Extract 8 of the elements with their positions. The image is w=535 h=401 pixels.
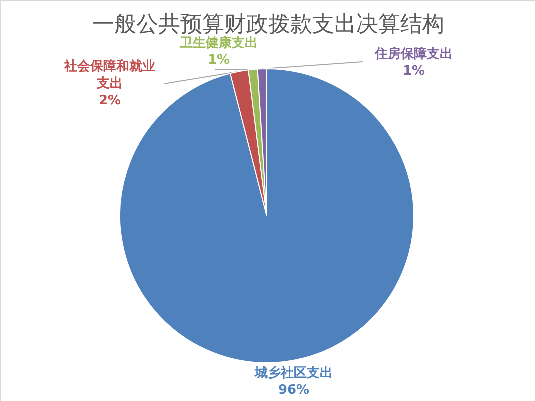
- slice-label: 社会保障和就业支出: [64, 58, 156, 92]
- data-label: 1%: [402, 64, 426, 79]
- data-label: 1%: [208, 53, 230, 68]
- data-label: 2%: [98, 94, 122, 108]
- slice-label: 城乡社区支出: [254, 365, 333, 381]
- data-label: 96%: [278, 383, 310, 398]
- slice-label: 卫生健康支出: [179, 35, 258, 51]
- slice-label: 住房保障支出: [374, 46, 453, 62]
